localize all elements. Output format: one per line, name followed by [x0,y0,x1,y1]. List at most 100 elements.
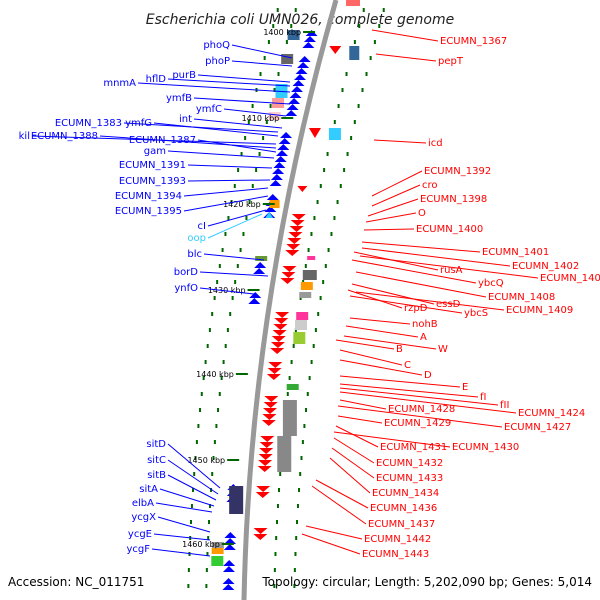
map-title: Escherichia coli UMN026, complete genome [146,12,454,28]
track-tick [233,184,236,188]
forward-gene-arrow [248,298,261,304]
right-gene-label: ECUMN_1429 [384,418,451,429]
gene-block [211,556,224,566]
right-leader-line [301,533,361,555]
forward-gene-arrow [298,56,311,62]
track-tick [286,392,289,396]
track-tick [195,440,198,444]
track-tick [239,248,242,252]
left-gene-label: ECUMN_1393 [119,176,186,187]
track-tick [240,152,243,156]
reverse-gene-arrow [280,278,295,284]
reverse-gene-arrow [270,348,285,354]
track-tick [299,472,302,476]
right-gene-label: ECUMN_1409 [506,305,573,316]
track-tick [187,568,190,572]
track-tick [330,232,333,236]
track-tick [207,536,210,540]
forward-gene-arrow [264,206,277,212]
forward-gene-arrow [266,194,279,200]
right-gene-label: ECUMN_1392 [424,166,491,177]
track-tick [306,392,309,396]
left-gene-label: ymfB [166,93,192,104]
track-tick [192,488,195,492]
gene-block [349,46,360,60]
right-gene-label: ECUMN_1436 [370,503,437,514]
left-leader-line [137,82,291,93]
left-leader-line [207,209,267,227]
track-tick [294,552,297,556]
track-tick [294,8,297,12]
left-gene-label: kil [19,131,30,142]
track-tick [213,440,216,444]
right-gene-label: rzpD [404,303,428,314]
track-tick [310,232,313,236]
track-tick [322,280,325,284]
reverse-gene-arrow [256,486,271,492]
track-tick [206,552,209,556]
right-leader-line [339,349,403,366]
track-tick [290,24,293,28]
right-gene-label: ECUMN_1427 [504,422,571,433]
right-leader-line [331,447,375,479]
right-leader-line [355,291,505,311]
right-gene-label: icd [428,138,443,149]
reverse-gene-arrow [297,186,308,192]
track-tick [205,584,208,588]
track-tick [230,200,233,204]
right-gene-label: ECUMN_1442 [364,534,431,545]
track-tick [187,584,190,588]
right-gene-label: E [462,382,468,393]
right-leader-line [361,247,511,267]
track-tick [262,136,265,140]
reverse-gene-arrow [291,214,306,220]
forward-gene-arrow [224,532,237,538]
right-gene-label: ECUMN_1430 [452,442,519,453]
left-gene-label: hflD [146,74,167,85]
left-leader-line [197,139,277,153]
reverse-gene-arrow [287,238,302,244]
left-leader-line [99,135,277,149]
track-tick [244,136,247,140]
left-gene-label: phoQ [203,40,230,51]
forward-gene-arrow [223,544,236,550]
track-tick [304,264,307,268]
gene-block [296,312,309,320]
reverse-gene-arrow [253,528,268,534]
track-tick [208,328,211,332]
right-gene-label: ybcQ [478,278,504,289]
reverse-gene-arrow [258,460,273,466]
reverse-gene-arrow [285,250,300,256]
left-gene-label: blc [187,249,202,260]
forward-gene-arrow [222,578,235,584]
left-leader-line [203,253,265,261]
track-tick [336,200,339,204]
track-tick [303,424,306,428]
track-tick [217,408,220,412]
topology-text: Topology: circular; Length: 5,202,090 bp… [261,575,592,589]
reverse-gene-arrow [272,330,287,336]
left-leader-line [153,122,279,137]
kbp-label: 1410 kbp [242,114,280,123]
right-gene-label: C [404,360,411,371]
gene-block [211,548,224,554]
track-tick [272,24,275,28]
track-tick [204,360,207,364]
reverse-gene-arrow [266,374,281,380]
forward-gene-arrow [265,212,274,218]
label-leader-lines [31,29,539,557]
forward-gene-arrow [249,292,262,298]
left-leader-line [187,164,273,169]
left-leader-line [155,502,213,513]
right-gene-label: W [438,344,448,355]
reverse-gene-arrow [286,244,301,250]
reverse-gene-arrow [261,420,276,426]
right-leader-line [345,325,419,338]
track-tick [199,408,202,412]
reverse-gene-arrow [271,336,286,342]
right-gene-label: ECUMN_1437 [368,519,435,530]
track-tick [295,536,298,540]
forward-gene-arrow [277,144,290,150]
gene-block [268,112,281,120]
track-tick [292,344,295,348]
